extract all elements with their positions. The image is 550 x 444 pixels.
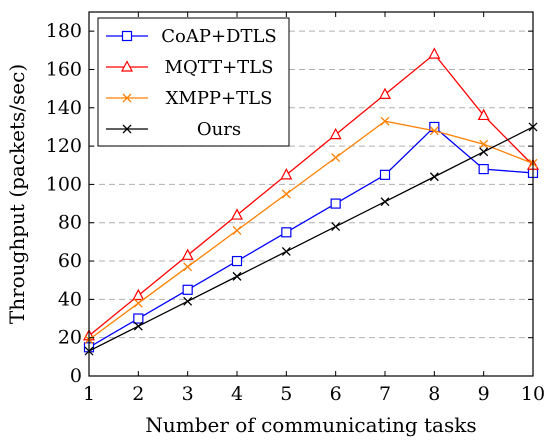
data-point [133,321,143,331]
x-tick-label: 9 [478,383,490,405]
x-tick-label: 10 [521,383,545,405]
data-point [281,189,291,199]
data-point [478,163,489,175]
data-point [379,87,391,99]
data-point [133,313,144,324]
data-point [232,225,242,235]
data-point [280,168,293,180]
legend: CoAP+DTLS MQTT+TLS XMPP+TLS Ours [97,17,290,147]
data-point [331,153,341,163]
plot-frame [88,11,534,377]
data-point [281,227,292,238]
axis-ticks: 0 20 40 60 80 100 120 140 160 180 1 2 3 4 5 6 7 8 9 10 [46,12,545,405]
data-point [231,255,243,267]
data-point [477,108,490,121]
x-tick-label: 6 [330,383,342,405]
y-tick-label: 120 [46,135,82,157]
data-point [330,198,341,209]
x-tick-label: 3 [182,383,194,405]
x-axis-label: Number of communicating tasks [145,413,476,437]
legend-entry: XMPP+TLS [106,88,272,109]
data-point [232,271,242,281]
x-tick-label: 4 [231,383,243,405]
data-point [479,147,489,157]
y-tick-label: 140 [46,97,82,119]
data-point [429,126,439,136]
data-point [479,139,489,149]
series-ours [84,122,538,356]
y-tick-label: 80 [58,212,82,234]
legend-entry: CoAP+DTLS [106,26,277,47]
data-point [183,296,193,306]
data-point [132,288,145,301]
data-point [429,172,439,182]
y-tick-label: 160 [46,58,82,80]
series-line [88,120,534,341]
series-mqtt-tls [83,47,539,341]
data-point [182,284,193,295]
legend-label: Ours [197,119,241,140]
data-point [183,262,193,272]
legend-entry: MQTT+TLS [106,57,273,78]
y-tick-label: 40 [58,288,82,310]
legend-label: CoAP+DTLS [161,26,277,47]
x-tick-label: 2 [132,383,144,405]
y-tick-label: 0 [70,365,82,387]
y-tick-label: 180 [46,20,82,42]
series-line [88,53,534,337]
data-point [380,197,390,207]
legend-entry: Ours [106,119,241,140]
data-point [181,248,194,260]
data-point [133,298,143,308]
x-tick-label: 5 [280,383,292,405]
data-point [380,116,390,126]
series-coap-dtls [83,121,539,353]
legend-label: XMPP+TLS [166,88,273,109]
data-point [379,169,391,180]
y-tick-label: 20 [58,327,82,349]
data-point [428,47,441,59]
x-tick-label: 8 [428,383,440,405]
data-point [122,93,132,103]
series-line [88,126,534,348]
data-point [281,247,291,256]
x-tick-label: 1 [83,383,95,405]
data-point [331,222,341,232]
data-point [329,127,342,140]
data-point [231,208,243,220]
series-line [88,126,534,352]
data-point [122,124,132,134]
data-point [121,60,133,72]
y-tick-label: 100 [46,173,82,195]
y-axis-label: Throughput (packets/sec) [5,64,29,324]
y-tick-label: 60 [58,250,82,272]
x-tick-label: 7 [379,383,391,405]
legend-label: MQTT+TLS [165,57,274,78]
data-point [121,30,133,42]
